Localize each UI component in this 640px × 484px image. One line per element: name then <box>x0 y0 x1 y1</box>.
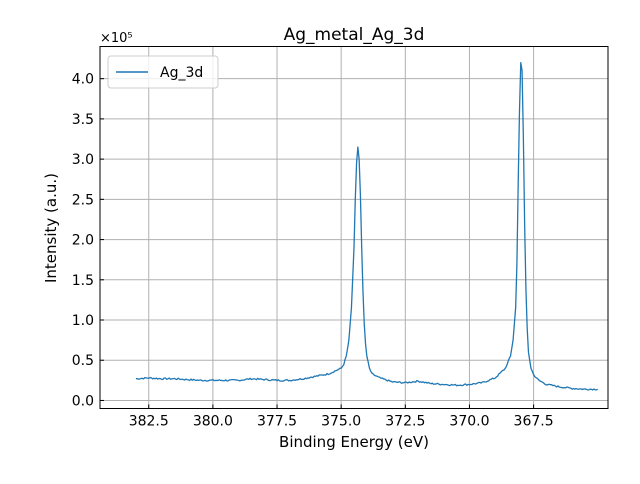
plot-frame <box>99 46 609 409</box>
x-tick-label-382-5: 382.5 <box>129 414 169 430</box>
series-line-ag-3d <box>135 61 599 391</box>
chart-title: Ag_metal_Ag_3d <box>284 25 425 45</box>
x-tick-label-377-5: 377.5 <box>257 414 297 430</box>
axis-ticks: 382.5 380.0 377.5 375.0 372.5 370.0 367.5 0.0 0.… <box>72 72 554 430</box>
x-tick-label-370-0: 370.0 <box>449 414 489 430</box>
y-tick-label-0-0: 0.0 <box>72 393 94 409</box>
x-tick-label-375-0: 375.0 <box>321 414 361 430</box>
legend: Ag_3d <box>107 55 219 89</box>
y-axis-label: Intensity (a.u.) <box>42 173 60 283</box>
y-tick-label-0-5: 0.5 <box>72 353 94 369</box>
legend-box <box>107 55 219 89</box>
grid <box>100 46 608 409</box>
y-axis-multiplier: ×10⁵ <box>100 31 133 46</box>
y-tick-label-4-0: 4.0 <box>72 72 94 88</box>
y-tick-label-2-5: 2.5 <box>72 192 94 208</box>
y-tick-label-1-0: 1.0 <box>72 313 94 329</box>
y-tick-label-3-0: 3.0 <box>72 152 94 168</box>
x-tick-label-380-0: 380.0 <box>193 414 233 430</box>
series-layer <box>135 61 599 391</box>
y-tick-label-2-0: 2.0 <box>72 233 94 249</box>
x-axis-label: Binding Energy (eV) <box>279 433 429 451</box>
y-tick-label-1-5: 1.5 <box>72 273 94 289</box>
y-tick-label-3-5: 3.5 <box>72 112 94 128</box>
x-tick-label-372-5: 372.5 <box>385 414 425 430</box>
x-tick-label-367-5: 367.5 <box>514 414 554 430</box>
legend-label-ag-3d: Ag_3d <box>160 65 203 81</box>
